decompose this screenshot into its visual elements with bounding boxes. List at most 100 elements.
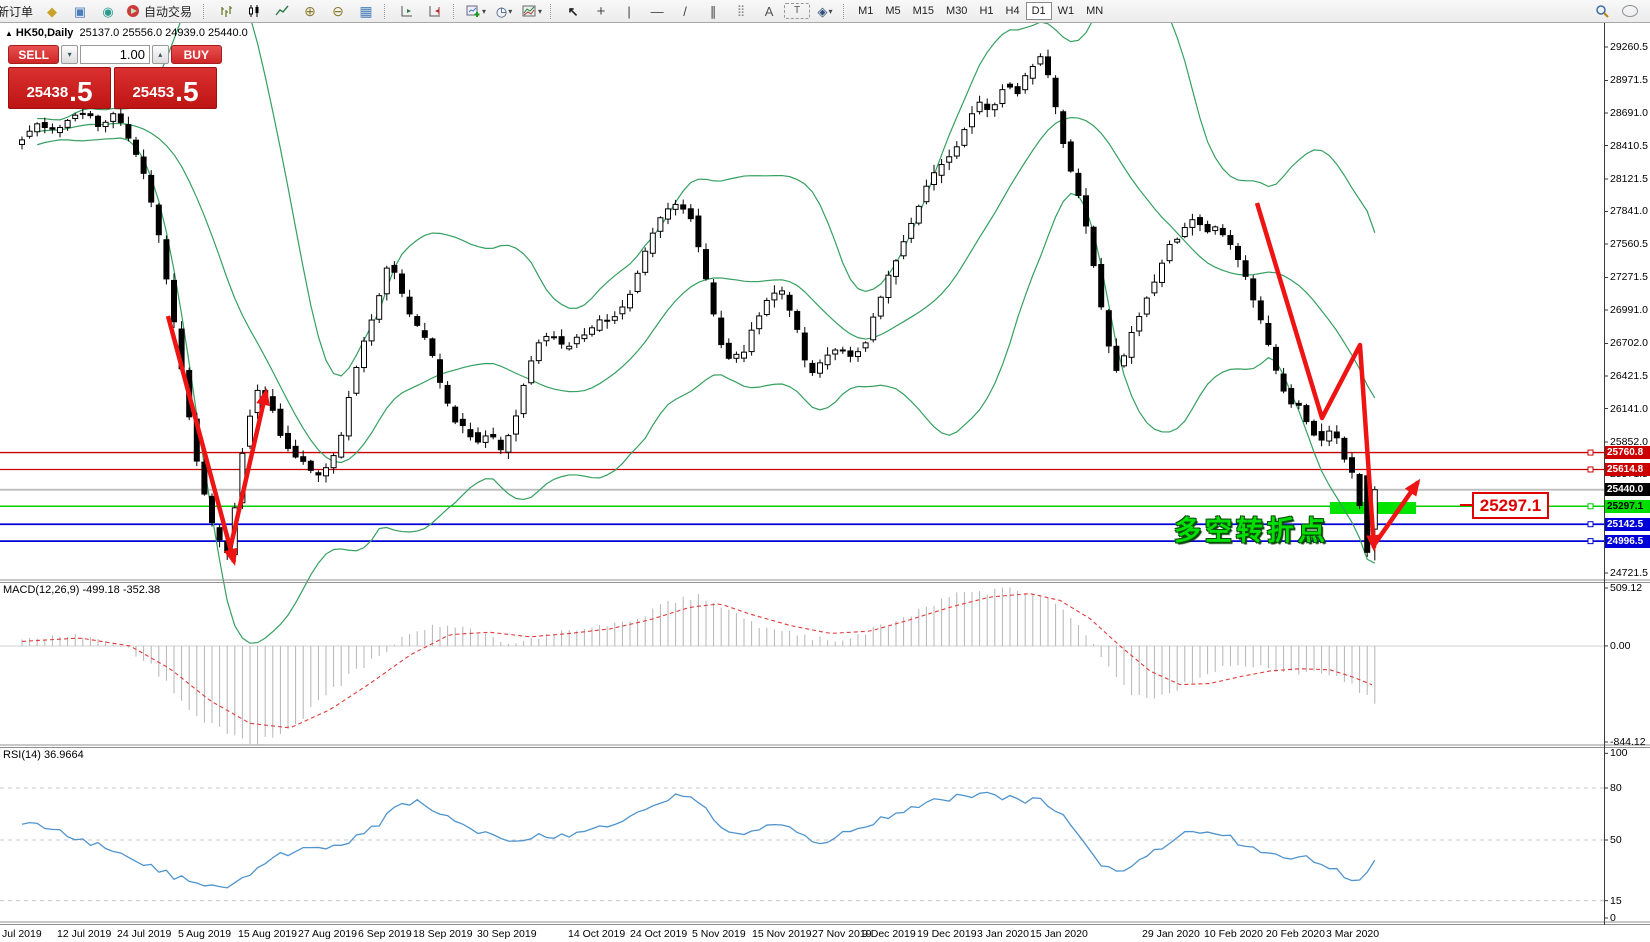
new-order-button[interactable]: 新订单 bbox=[0, 4, 34, 19]
sell-button[interactable]: SELL bbox=[8, 45, 60, 64]
line-chart-button[interactable] bbox=[269, 1, 295, 21]
date-axis-label: 29 Jan 2020 bbox=[1142, 928, 1200, 940]
timeframe-button-M15[interactable]: M15 bbox=[912, 5, 935, 17]
price-axis-tick: 28410.5 bbox=[1610, 139, 1648, 152]
date-axis-label: 15 Jan 2020 bbox=[1030, 928, 1088, 940]
cursor-tool[interactable]: ↖ bbox=[567, 3, 579, 19]
chart-header: ▲ HK50,Daily 25137.0 25556.0 24939.0 2544… bbox=[5, 27, 248, 39]
tile-windows-button[interactable]: ▦ bbox=[359, 3, 373, 19]
new-chart-icon bbox=[466, 5, 480, 17]
horizontal-line-tool[interactable]: — bbox=[650, 3, 664, 19]
timeframe-button-W1[interactable]: W1 bbox=[1057, 5, 1075, 17]
text-tool[interactable]: A bbox=[764, 3, 774, 19]
date-axis-label: 3 Jan 2020 bbox=[977, 928, 1029, 940]
price-annotation-connector bbox=[1460, 504, 1472, 506]
timeframe-button-D1[interactable]: D1 bbox=[1025, 2, 1052, 20]
timeframe-group: M1 M5 M15 M30 H1 H4 D1 W1 MN bbox=[852, 2, 1109, 20]
price-axis-tick: 28121.5 bbox=[1610, 172, 1648, 185]
timeframe-button-M5[interactable]: M5 bbox=[885, 5, 901, 17]
volume-up-button[interactable]: ▴ bbox=[152, 45, 169, 64]
new-chart-button[interactable]: ▾ bbox=[463, 1, 489, 21]
date-axis-label: 27 Aug 2019 bbox=[298, 928, 357, 940]
price-axis-tick: 26991.0 bbox=[1610, 304, 1648, 316]
toolbar-separator bbox=[384, 3, 389, 19]
templates-icon bbox=[522, 5, 536, 17]
price-axis-tick: 26702.0 bbox=[1610, 337, 1648, 350]
search-button[interactable] bbox=[1589, 1, 1615, 21]
templates-button[interactable]: ▾ bbox=[519, 1, 545, 21]
price-axis-tick: 26421.5 bbox=[1610, 369, 1648, 382]
price-level-badge: 25297.1 bbox=[1605, 499, 1650, 513]
price-axis-tick: 28691.0 bbox=[1610, 106, 1648, 119]
price-level-badge: 25142.5 bbox=[1605, 517, 1650, 531]
timeframe-button-H1[interactable]: H1 bbox=[979, 5, 994, 17]
text-label-tool[interactable]: T bbox=[784, 3, 811, 19]
rsi-axis-tick: 50 bbox=[1610, 834, 1622, 846]
vertical-line-tool[interactable]: | bbox=[627, 3, 631, 19]
chat-icon bbox=[1622, 5, 1638, 17]
date-axis-label: 30 Sep 2019 bbox=[477, 928, 537, 940]
timeframe-button-MN[interactable]: MN bbox=[1086, 5, 1104, 17]
date-axis-label: 20 Feb 2020 bbox=[1266, 928, 1325, 940]
price-annotation-box[interactable]: 25297.1 bbox=[1472, 492, 1549, 519]
periods-button[interactable]: ◷ ▾ bbox=[495, 3, 513, 19]
zoom-in-button[interactable]: ⊕ bbox=[304, 3, 316, 19]
crosshair-tool[interactable]: + bbox=[596, 2, 606, 20]
auto-trading-label: 自动交易 bbox=[144, 4, 193, 19]
timeframe-button-H4[interactable]: H4 bbox=[1005, 5, 1020, 17]
date-axis-label: 6 Sep 2019 bbox=[358, 928, 412, 940]
buy-button[interactable]: BUY bbox=[170, 45, 222, 64]
bar-chart-icon bbox=[221, 6, 233, 17]
timeframe-button-M30[interactable]: M30 bbox=[946, 5, 968, 17]
toolbar: 新订单 ◆ ▣ ◉ 自动交易 ⊕ ⊖ ▦ ▾ ◷ ▾ ▾ ↖ + | — / ∥ … bbox=[0, 0, 1650, 23]
chart-canvas[interactable] bbox=[0, 23, 1650, 942]
zoom-out-button[interactable]: ⊖ bbox=[332, 3, 344, 19]
date-axis-label: 5 Aug 2019 bbox=[178, 928, 232, 940]
auto-trading-button[interactable]: 自动交易 bbox=[123, 1, 198, 21]
signal-icon[interactable]: ◉ bbox=[102, 3, 114, 19]
price-level-badge: 25440.0 bbox=[1605, 483, 1650, 497]
arrows-tool[interactable]: ◈ ▾ bbox=[817, 3, 833, 19]
rsi-axis-tick: 80 bbox=[1610, 782, 1622, 794]
ohlc-values: 25137.0 25556.0 24939.0 25440.0 bbox=[79, 27, 248, 39]
chat-button[interactable] bbox=[1617, 1, 1643, 21]
price-level-badge: 25614.8 bbox=[1605, 462, 1650, 476]
price-axis-tick: 28971.5 bbox=[1610, 74, 1648, 87]
chart-shift-button[interactable] bbox=[422, 1, 448, 21]
terminal-icon[interactable]: ▣ bbox=[73, 3, 87, 19]
toolbar-separator bbox=[453, 3, 458, 19]
bar-chart-button[interactable] bbox=[213, 1, 239, 21]
chart-shift-icon bbox=[429, 6, 441, 17]
price-level-badge: 24996.5 bbox=[1605, 534, 1650, 548]
volume-input[interactable] bbox=[80, 45, 150, 64]
date-axis-label: 14 Oct 2019 bbox=[568, 928, 626, 940]
date-axis-label: 18 Sep 2019 bbox=[413, 928, 473, 940]
toolbar-separator bbox=[203, 3, 208, 19]
volume-down-button[interactable]: ▾ bbox=[61, 45, 78, 64]
equidistant-channel-tool[interactable]: ∥ bbox=[709, 3, 717, 19]
rsi-axis-tick: 100 bbox=[1610, 747, 1628, 760]
macd-axis-tick: -844.12 bbox=[1610, 736, 1646, 748]
sell-price-button[interactable]: 25438.5 bbox=[8, 67, 111, 109]
macd-axis-tick: 0.00 bbox=[1610, 639, 1631, 652]
price-axis-tick: 27271.5 bbox=[1610, 271, 1648, 284]
timeframe-button-M1[interactable]: M1 bbox=[858, 5, 874, 17]
trendline-tool[interactable]: / bbox=[683, 3, 687, 19]
rsi-axis-tick: 0 bbox=[1610, 912, 1616, 924]
auto-scroll-button[interactable] bbox=[394, 1, 420, 21]
symbol-period-label: HK50,Daily bbox=[15, 27, 74, 39]
candlestick-chart-button[interactable] bbox=[241, 1, 267, 21]
fibonacci-tool[interactable]: ⣿ bbox=[737, 4, 746, 17]
pivot-point-annotation[interactable]: 多空转折点 bbox=[1174, 516, 1329, 546]
date-axis-label: 15 Aug 2019 bbox=[238, 928, 297, 940]
toolbar-separator bbox=[550, 3, 555, 19]
one-click-trading-panel: SELL ▾ ▴ BUY 25438.5 25453.5 bbox=[8, 45, 222, 109]
date-axis-label: 19 Dec 2019 bbox=[917, 928, 977, 940]
date-axis-label: 10 Feb 2020 bbox=[1204, 928, 1263, 940]
price-axis-tick: 24721.5 bbox=[1610, 567, 1648, 579]
one-click-collapse-icon[interactable]: ▲ bbox=[5, 29, 13, 38]
market-watch-icon[interactable]: ◆ bbox=[47, 3, 58, 19]
price-axis-tick: 29260.5 bbox=[1610, 41, 1648, 53]
buy-price-button[interactable]: 25453.5 bbox=[114, 67, 217, 109]
